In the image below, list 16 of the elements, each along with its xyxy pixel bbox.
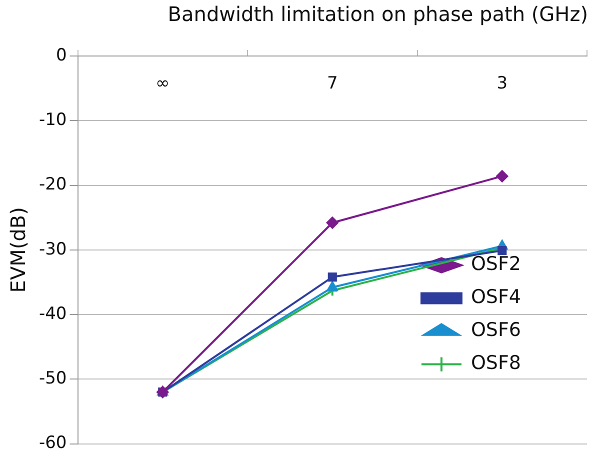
x-axis-title: Bandwidth limitation on phase path (GHz) — [168, 2, 588, 26]
legend-label: OSF8 — [470, 352, 522, 374]
y-tick-label: -60 — [38, 433, 67, 454]
y-tick-label: -50 — [38, 368, 67, 389]
y-tick-label: -10 — [38, 110, 67, 130]
x-tick-label: 7 — [326, 74, 338, 94]
legend-label: OSF4 — [470, 286, 522, 308]
y-tick-label: -20 — [38, 174, 67, 195]
y-tick-label: -40 — [38, 304, 67, 324]
legend-label: OSF2 — [470, 253, 522, 276]
y-axis-title: EVM(dB) — [6, 207, 30, 293]
y-tick-label: 0 — [56, 45, 67, 66]
x-tick-label: 3 — [496, 74, 508, 94]
legend-label: OSF6 — [470, 319, 522, 342]
x-tick-label: ∞ — [156, 74, 170, 94]
y-tick-label: -30 — [38, 239, 67, 260]
